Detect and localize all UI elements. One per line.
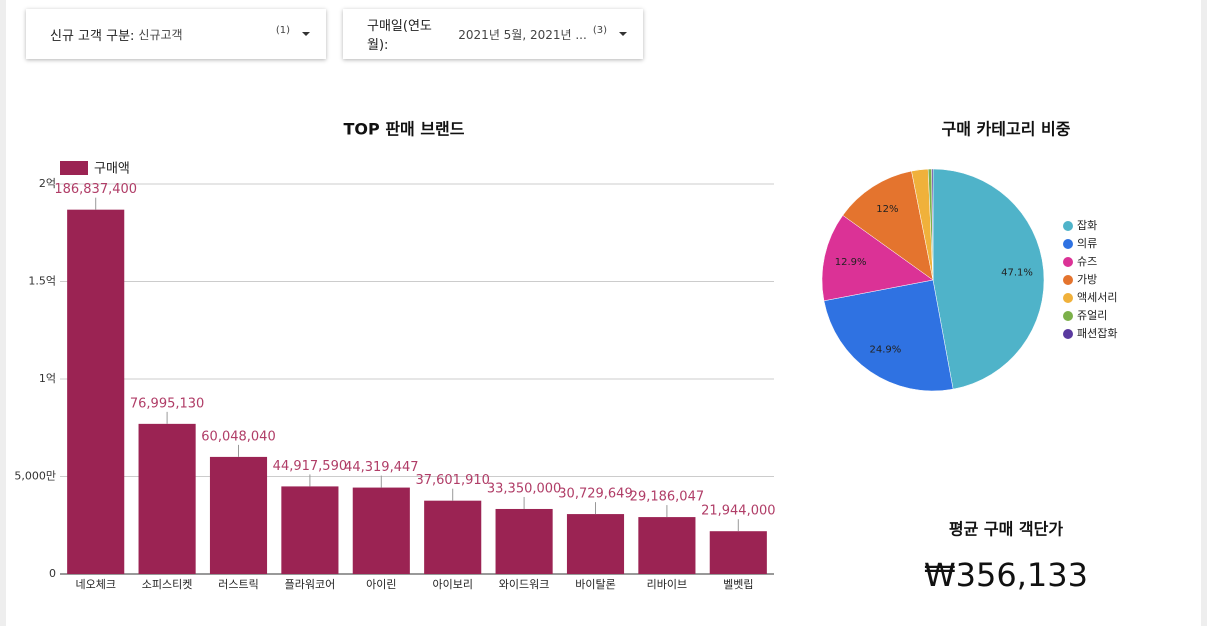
filter-count: (3) bbox=[592, 24, 607, 36]
filter-value: 신규고객 bbox=[138, 27, 183, 42]
x-tick-label: 플라워코어 bbox=[285, 578, 336, 591]
data-label: 60,048,040 bbox=[201, 429, 275, 444]
pie-slice bbox=[842, 170, 934, 281]
bar bbox=[209, 456, 268, 574]
data-label: 44,917,590 bbox=[273, 459, 347, 474]
x-tick-label: 와이드워크 bbox=[499, 578, 550, 591]
filter-count: (1) bbox=[275, 24, 290, 36]
data-label: 76,995,130 bbox=[130, 396, 204, 411]
scorecard-title: 평균 구매 객단가 bbox=[949, 520, 1063, 539]
charts: TOP 판매 브랜드 구매 카테고리 비중 평균 구매 객단가 ₩356,133… bbox=[14, 120, 1117, 595]
legend-label: 액세서리 bbox=[1077, 291, 1117, 304]
x-tick-label: 벨벳립 bbox=[723, 578, 753, 591]
legend-swatch bbox=[1063, 239, 1073, 249]
legend-swatch bbox=[1063, 311, 1073, 321]
chart-title: 구매 카테고리 비중 bbox=[942, 120, 1071, 139]
x-tick-label: 아이린 bbox=[366, 578, 396, 591]
legend-swatch bbox=[1063, 221, 1073, 231]
legend-swatch bbox=[1063, 293, 1073, 303]
pie-slice bbox=[931, 168, 934, 281]
x-tick-label: 리바이브 bbox=[647, 578, 687, 591]
slice-label: 47.1% bbox=[1001, 267, 1033, 278]
x-tick-label: 러스트릭 bbox=[218, 578, 258, 591]
bar bbox=[281, 486, 339, 574]
y-tick-label: 1억 bbox=[39, 372, 56, 385]
legend-swatch bbox=[1063, 275, 1073, 285]
pie-slice bbox=[932, 168, 1045, 390]
filter-control[interactable]: 구매일(연도 월): 2021년 5월, 2021년 ... (3) bbox=[343, 9, 643, 59]
y-tick-label: 0 bbox=[49, 567, 56, 580]
legend-swatch bbox=[1063, 257, 1073, 267]
filter-label: 구매일(연도 월): bbox=[367, 19, 432, 53]
pie-slice bbox=[823, 279, 954, 392]
filter-value: 2021년 5월, 2021년 ... bbox=[458, 27, 587, 42]
legend-label: 쥬얼리 bbox=[1077, 308, 1107, 322]
x-tick-label: 소피스티켓 bbox=[142, 578, 193, 591]
dropdown-arrow bbox=[302, 32, 310, 36]
x-tick-label: 바이탈론 bbox=[575, 578, 615, 591]
bar bbox=[495, 508, 553, 574]
chart-title: TOP 판매 브랜드 bbox=[344, 120, 465, 139]
legend-swatch bbox=[1063, 329, 1073, 339]
bar bbox=[424, 500, 482, 574]
data-label: 29,186,047 bbox=[630, 490, 704, 505]
slice-label: 12.9% bbox=[835, 257, 867, 268]
data-label: 44,319,447 bbox=[344, 460, 418, 475]
data-label: 186,837,400 bbox=[54, 182, 137, 197]
data-label: 37,601,910 bbox=[415, 473, 489, 488]
slice-label: 12% bbox=[876, 204, 898, 215]
bar bbox=[352, 487, 410, 574]
x-tick-label: 아이보리 bbox=[432, 578, 472, 591]
legend-label: 가방 bbox=[1077, 273, 1097, 286]
filter-label: 신규 고객 구분: bbox=[50, 28, 135, 44]
bar bbox=[138, 423, 196, 574]
legend-label: 패션잡화 bbox=[1077, 327, 1117, 340]
filter-control[interactable]: 신규 고객 구분: 신규고객 (1) bbox=[26, 9, 326, 59]
data-label: 30,729,649 bbox=[558, 487, 632, 502]
data-label: 21,944,000 bbox=[701, 504, 775, 519]
dropdown-arrow bbox=[619, 32, 627, 36]
legend-label: 잡화 bbox=[1077, 219, 1097, 232]
pie-slice bbox=[821, 214, 934, 302]
y-tick-label: 1.5억 bbox=[28, 275, 56, 288]
legend-label: 슈즈 bbox=[1077, 255, 1097, 268]
data-label: 33,350,000 bbox=[487, 481, 561, 496]
bar bbox=[566, 514, 625, 574]
legend-label: 의류 bbox=[1077, 237, 1097, 250]
bar bbox=[638, 517, 696, 574]
bar bbox=[67, 209, 125, 575]
bar bbox=[709, 531, 767, 574]
legend-swatch bbox=[60, 161, 88, 175]
legend-label: 구매액 bbox=[94, 162, 130, 177]
slice-label: 24.9% bbox=[869, 345, 901, 356]
scorecard-value: ₩356,133 bbox=[924, 556, 1088, 594]
y-tick-label: 5,000만 bbox=[14, 470, 56, 483]
y-tick-label: 2억 bbox=[39, 177, 56, 190]
x-tick-label: 네오체크 bbox=[75, 578, 115, 591]
